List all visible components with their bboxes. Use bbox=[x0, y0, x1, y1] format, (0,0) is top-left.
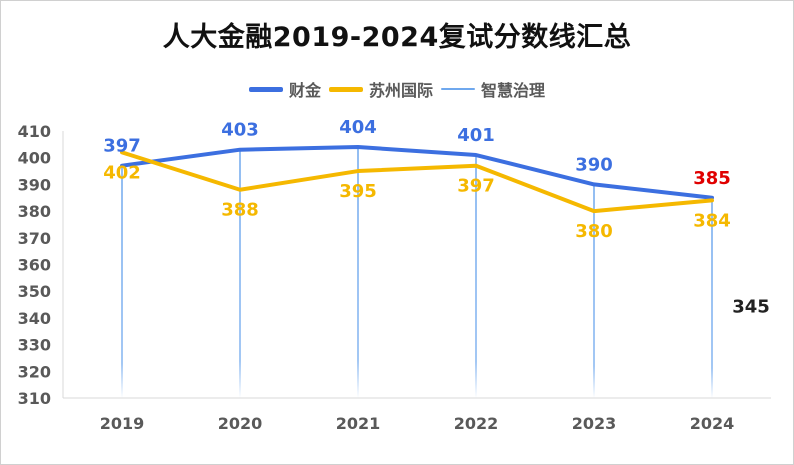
chart-title: 人大金融2019-2024复试分数线汇总 bbox=[162, 22, 632, 53]
y-tick-label: 410 bbox=[18, 122, 51, 141]
data-label-suzhou: 395 bbox=[339, 181, 377, 202]
drop-line bbox=[593, 184, 595, 398]
y-tick-label: 330 bbox=[18, 336, 51, 355]
x-tick-label: 2019 bbox=[100, 414, 145, 433]
x-tick-label: 2022 bbox=[454, 414, 499, 433]
legend: 财金 苏州国际 智慧治理 bbox=[1, 77, 793, 101]
legend-item-suzhou: 苏州国际 bbox=[328, 77, 433, 101]
data-label-zhihui: 345 bbox=[732, 297, 770, 318]
drop-line bbox=[475, 155, 477, 398]
x-tick-label: 2020 bbox=[218, 414, 263, 433]
axis-layer: 310 320 330 340 350 360 370 380 390 400 410 2019 202… bbox=[18, 122, 771, 433]
data-label-suzhou: 380 bbox=[575, 221, 613, 242]
data-label-caijin: 390 bbox=[575, 154, 613, 175]
drop-line bbox=[711, 197, 713, 398]
y-tick-label: 390 bbox=[18, 175, 51, 194]
drop-line bbox=[239, 149, 241, 398]
y-tick-label: 380 bbox=[18, 202, 51, 221]
data-label-caijin: 404 bbox=[339, 117, 377, 138]
data-label-caijin: 397 bbox=[103, 136, 141, 157]
y-tick-label: 310 bbox=[18, 389, 51, 408]
y-tick-label: 320 bbox=[18, 362, 51, 381]
legend-swatch-zhihui bbox=[441, 88, 475, 90]
data-label-suzhou: 397 bbox=[457, 176, 495, 197]
y-tick-label: 400 bbox=[18, 149, 51, 168]
legend-swatch-suzhou bbox=[328, 86, 363, 92]
data-labels: 397 403 404 401 390 385 402 388 395 397 380 384 345 bbox=[103, 117, 770, 318]
y-tick-label: 370 bbox=[18, 229, 51, 248]
legend-label-zhihui: 智慧治理 bbox=[481, 81, 546, 100]
legend-label-caijin: 财金 bbox=[288, 81, 321, 100]
legend-label-suzhou: 苏州国际 bbox=[368, 81, 433, 100]
series-line-caijin bbox=[120, 145, 714, 200]
drop-lines bbox=[121, 147, 713, 398]
data-label-suzhou: 388 bbox=[221, 200, 259, 221]
x-tick-label: 2024 bbox=[690, 414, 735, 433]
data-label-suzhou: 402 bbox=[103, 162, 141, 183]
legend-swatch-caijin bbox=[248, 86, 283, 92]
y-tick-label: 340 bbox=[18, 309, 51, 328]
data-label-caijin: 403 bbox=[221, 120, 259, 141]
series-lines bbox=[120, 145, 714, 214]
data-label-caijin: 401 bbox=[457, 125, 495, 146]
y-tick-label: 350 bbox=[18, 282, 51, 301]
x-tick-label: 2021 bbox=[336, 414, 381, 433]
series-line-suzhou bbox=[120, 150, 714, 214]
legend-item-zhihui: 智慧治理 bbox=[441, 77, 545, 101]
drop-line bbox=[121, 165, 123, 398]
drop-line bbox=[357, 147, 359, 398]
data-label-suzhou: 384 bbox=[693, 210, 731, 231]
x-tick-label: 2023 bbox=[572, 414, 617, 433]
legend-item-caijin: 财金 bbox=[248, 77, 321, 101]
data-label-caijin: 385 bbox=[693, 168, 731, 189]
y-tick-label: 360 bbox=[18, 256, 51, 275]
